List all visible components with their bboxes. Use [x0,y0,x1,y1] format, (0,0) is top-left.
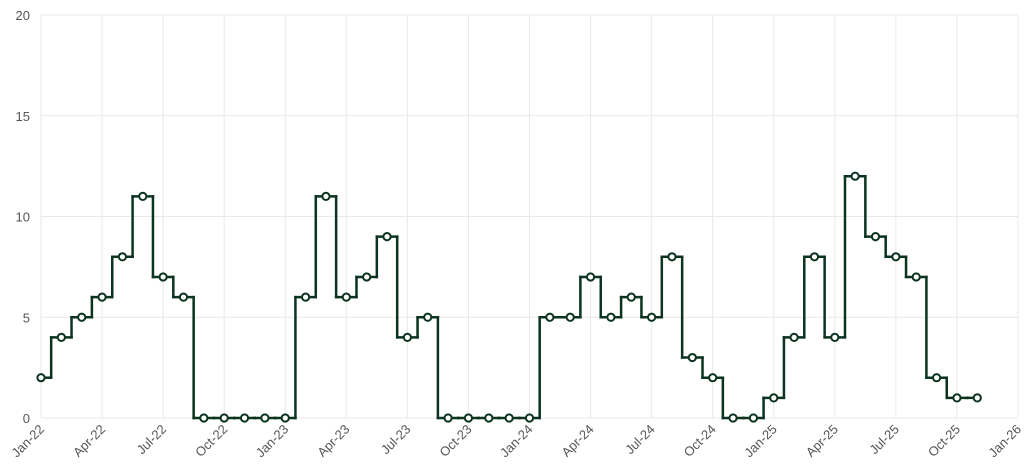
point [97,292,107,302]
x-tick-label: Jan-26 [985,422,1024,461]
point [911,272,921,282]
x-tick-label: Jan-23 [253,422,292,461]
x-tick-label: Oct-25 [925,422,963,460]
point [850,171,860,181]
point [423,312,433,322]
point [77,312,87,322]
point [728,413,738,423]
point [830,332,840,342]
x-tick-label: Apr-23 [314,422,352,460]
point [585,272,596,282]
x-tick-label: Oct-23 [436,422,474,460]
y-tick-label: 0 [23,411,30,426]
point [56,332,66,342]
point [138,191,148,201]
x-tick-label: Jan-22 [8,422,47,461]
point [280,413,290,423]
point [667,252,677,262]
point [219,413,229,423]
point [362,272,372,282]
point [545,312,555,322]
point [891,252,901,262]
point [484,413,494,423]
point [769,393,779,403]
y-tick-label: 10 [16,210,30,225]
point [301,292,311,302]
x-tick-label: Jan-25 [741,422,780,461]
x-tick-label: Jul-24 [622,422,658,458]
point [158,272,168,282]
point [687,352,697,363]
y-tick-label: 5 [23,310,30,325]
point [199,413,209,423]
point [463,413,474,423]
y-tick-label: 15 [16,109,30,124]
point [239,413,250,423]
x-tick-label: Apr-24 [558,422,596,460]
x-tick-label: Jan-24 [497,422,536,461]
point [647,312,657,322]
point [748,413,758,423]
x-tick-label: Oct-24 [681,422,719,460]
x-tick-label: Jul-23 [378,422,414,458]
point [504,413,514,423]
x-tick-label: Apr-22 [70,422,108,460]
point [178,292,189,302]
point [972,393,982,403]
point [931,373,942,383]
point [524,413,535,423]
x-tick-label: Oct-22 [192,422,230,460]
point [565,312,575,322]
point [341,292,351,302]
point [402,332,412,342]
x-tick-label: Jul-25 [866,422,902,458]
x-tick-label: Apr-25 [803,422,841,460]
point [117,252,128,262]
point [789,332,799,342]
point [382,232,392,242]
point [606,312,616,322]
point [626,292,636,302]
point [870,232,881,242]
point [809,252,820,262]
point [36,373,46,383]
point [952,393,962,403]
point [708,373,718,383]
point [321,191,331,201]
point [260,413,270,423]
point [443,413,453,423]
y-tick-label: 20 [16,8,30,23]
x-tick-label: Jul-22 [134,422,170,458]
